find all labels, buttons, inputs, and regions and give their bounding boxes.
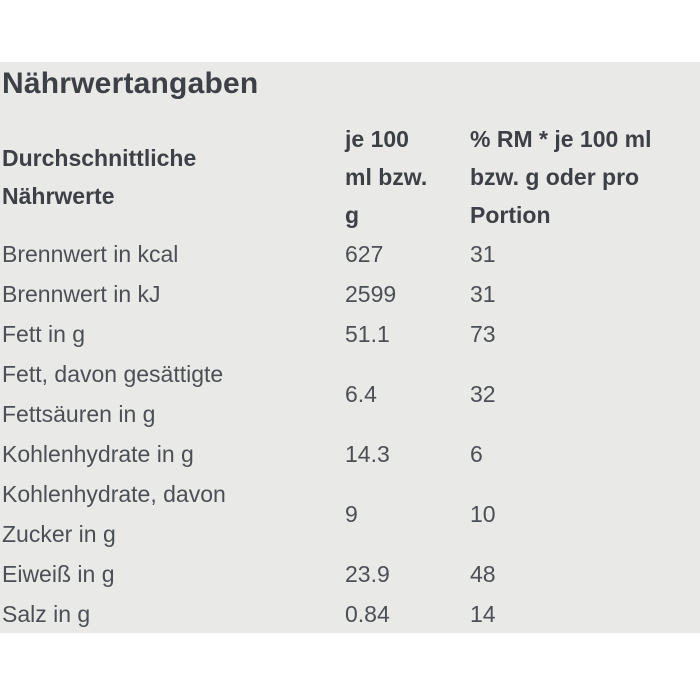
table-row: Kohlenhydrate, davon Zucker in g 9 10: [2, 474, 700, 554]
header-average-nutrients: Durchschnittliche Nährwerte: [2, 145, 197, 209]
nutrition-table: Durchschnittliche Nährwerte je 100 ml bz…: [2, 120, 700, 633]
value-per-100: 2599: [345, 281, 397, 307]
page-title: Nährwertangaben: [2, 67, 259, 100]
nutrient-label: Kohlenhydrate, davon Zucker in g: [2, 481, 226, 547]
table-row: Fett, davon gesättigte Fettsäuren in g 6…: [2, 354, 700, 434]
value-per-100: 51.1: [345, 321, 390, 347]
nutrient-label: Kohlenhydrate in g: [2, 441, 194, 467]
value-rm-percent: 6: [470, 441, 483, 467]
table-row: Kohlenhydrate in g 14.3 6: [2, 434, 700, 474]
value-per-100: 23.9: [345, 561, 390, 587]
nutrient-label: Eiweiß in g: [2, 561, 115, 587]
value-rm-percent: 31: [470, 281, 496, 307]
header-rm-percent: % RM * je 100 ml bzw. g oder pro Portion: [470, 126, 652, 228]
value-per-100: 0.84: [345, 601, 390, 627]
table-row: Brennwert in kcal 627 31: [2, 234, 700, 274]
header-per-100ml-g: je 100 ml bzw. g: [345, 126, 428, 228]
nutrient-label: Fett in g: [2, 321, 86, 347]
nutrition-facts-panel: Nährwertangaben Durchschnittliche Nährwe…: [0, 62, 700, 633]
nutrient-label: Salz in g: [2, 601, 91, 627]
nutrition-table-body: Brennwert in kcal 627 31 Brennwert in kJ…: [2, 234, 700, 633]
value-per-100: 14.3: [345, 441, 390, 467]
value-rm-percent: 73: [470, 321, 496, 347]
value-per-100: 6.4: [345, 381, 377, 407]
value-rm-percent: 10: [470, 501, 496, 527]
table-row: Salz in g 0.84 14: [2, 594, 700, 633]
value-rm-percent: 32: [470, 381, 496, 407]
value-rm-percent: 31: [470, 241, 496, 267]
table-row: Fett in g 51.1 73: [2, 314, 700, 354]
value-per-100: 627: [345, 241, 384, 267]
value-rm-percent: 14: [470, 601, 496, 627]
value-per-100: 9: [345, 501, 358, 527]
value-rm-percent: 48: [470, 561, 496, 587]
table-row: Eiweiß in g 23.9 48: [2, 554, 700, 594]
nutrient-label: Brennwert in kJ: [2, 281, 161, 307]
table-row: Brennwert in kJ 2599 31: [2, 274, 700, 314]
table-header-row: Durchschnittliche Nährwerte je 100 ml bz…: [2, 120, 700, 234]
nutrient-label: Brennwert in kcal: [2, 241, 179, 267]
nutrient-label: Fett, davon gesättigte Fettsäuren in g: [2, 361, 224, 427]
